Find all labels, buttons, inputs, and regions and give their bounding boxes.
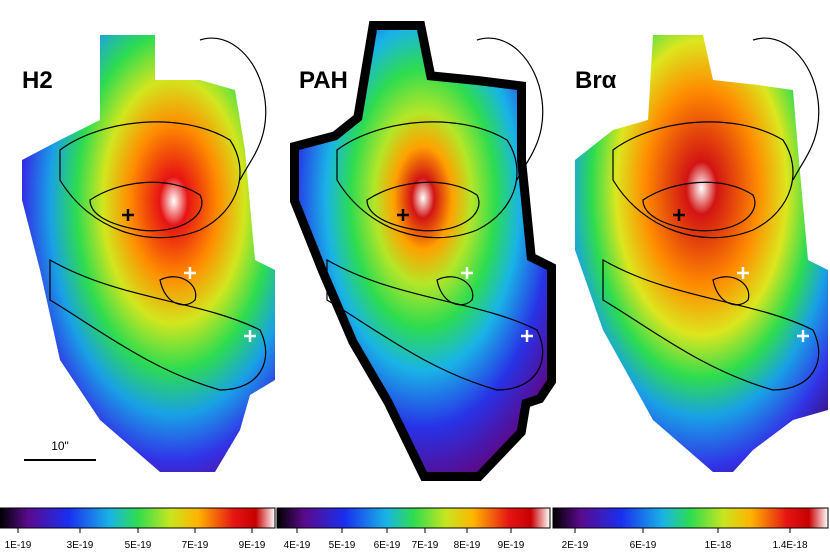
colorbar-tick-label: 9E-19 [498, 540, 525, 551]
contour [199, 37, 267, 181]
contour [642, 181, 756, 232]
colorbar-tick-label: 2E-19 [562, 540, 589, 551]
contour [89, 181, 203, 232]
colorbar-tick-label: 7E-19 [182, 540, 209, 551]
panel-label: H2 [22, 67, 53, 94]
contour [436, 276, 474, 306]
contour [49, 258, 267, 391]
emission-map [575, 35, 828, 472]
cross-marker [184, 267, 196, 279]
colorbar [552, 507, 829, 529]
scale-label: 10" [51, 439, 69, 453]
panels: H2 1E-19 3E-19 5E-19 7E-19 9E-19 PAH 4E-19 5E-19… [0, 21, 829, 551]
colorbar-tick-label: 1E-18 [705, 540, 732, 551]
colorbar-tick-label: 5E-19 [125, 540, 152, 551]
colorbar-tick-label: 8E-19 [454, 540, 481, 551]
colorbar-tick-label: 7E-19 [412, 540, 439, 551]
contour [326, 258, 544, 391]
panel: Brα 2E-19 6E-19 1E-18 1.4E-18 [552, 35, 829, 551]
emission-map [299, 30, 547, 472]
cross-marker [797, 330, 809, 342]
contour [336, 121, 518, 239]
contour [159, 276, 197, 306]
colorbar-tick-label: 9E-19 [239, 540, 266, 551]
contour [476, 37, 544, 181]
colorbar [0, 507, 276, 529]
colorbar-tick-label: 6E-19 [630, 540, 657, 551]
colorbar-tick-label: 3E-19 [67, 540, 94, 551]
cross-marker [673, 209, 685, 221]
colorbar [276, 507, 551, 529]
cross-marker [461, 267, 473, 279]
panel-label: Brα [575, 67, 617, 94]
contour [366, 181, 480, 232]
emission-map [22, 35, 275, 472]
cross-marker [122, 209, 134, 221]
cross-marker [397, 209, 409, 221]
contour [59, 121, 241, 239]
cross-marker [521, 330, 533, 342]
cross-marker [737, 267, 749, 279]
cross-marker [244, 330, 256, 342]
contour [712, 276, 750, 306]
panel-label: PAH [299, 67, 348, 94]
panel: H2 1E-19 3E-19 5E-19 7E-19 9E-19 [0, 35, 276, 551]
colorbar-tick-label: 4E-19 [284, 540, 311, 551]
contour [752, 37, 820, 181]
contour [612, 121, 794, 239]
colorbar-tick-label: 6E-19 [374, 540, 401, 551]
contour [602, 258, 820, 391]
panel: PAH 4E-19 5E-19 6E-19 7E-19 8E-19 9E-19 [276, 21, 556, 551]
colorbar-tick-label: 1.4E-18 [772, 540, 807, 551]
colorbar-tick-label: 1E-19 [5, 540, 32, 551]
colorbar-tick-label: 5E-19 [329, 540, 356, 551]
